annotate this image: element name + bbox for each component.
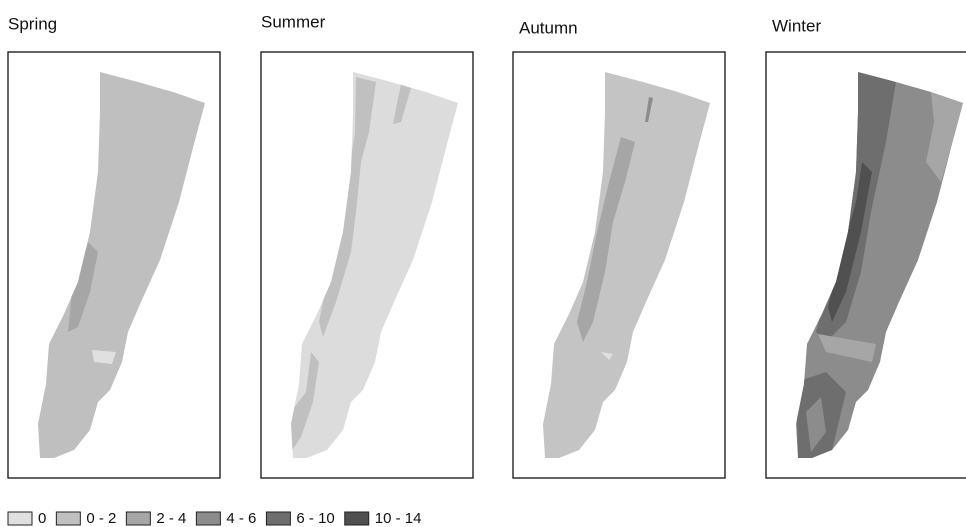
zones [68,242,116,364]
zones [577,97,653,360]
zone [577,137,635,342]
map-panel [512,51,726,479]
legend-swatch [265,511,291,526]
zone [818,334,876,362]
map-panel [7,51,221,479]
zone [92,350,116,364]
legend-swatch [344,511,370,526]
zone [601,352,613,360]
legend-swatch [125,511,151,526]
panel-title: Summer [261,12,326,31]
zone [828,162,872,322]
map-panel [765,51,966,479]
map-frame [765,51,966,479]
zone [926,92,963,182]
zone [645,97,653,122]
legend-label: 6 - 10 [296,510,334,527]
zone [393,84,411,124]
legend-swatch [195,511,221,526]
legend-swatch [55,511,81,526]
map-panel [260,51,474,479]
river-area [38,72,205,458]
map-frame [512,51,726,479]
zone [68,242,98,332]
legend-label: 0 - 2 [86,510,116,527]
legend-label: 4 - 6 [226,510,256,527]
legend-swatch [7,511,33,526]
map-frame [7,51,221,479]
zone [806,397,826,452]
legend-label: 2 - 4 [156,510,186,527]
panel-title: Spring [8,14,57,33]
legend-label: 10 - 14 [375,510,422,527]
zone [291,352,319,452]
river-area [543,72,710,458]
map-frame [260,51,474,479]
river-area [291,72,458,458]
panel-title: Autumn [519,18,578,37]
panel-title: Winter [772,16,821,35]
legend: 0 0 - 2 2 - 4 4 - 6 6 - 10 10 - 14 [7,510,422,527]
legend-label: 0 [38,510,46,527]
